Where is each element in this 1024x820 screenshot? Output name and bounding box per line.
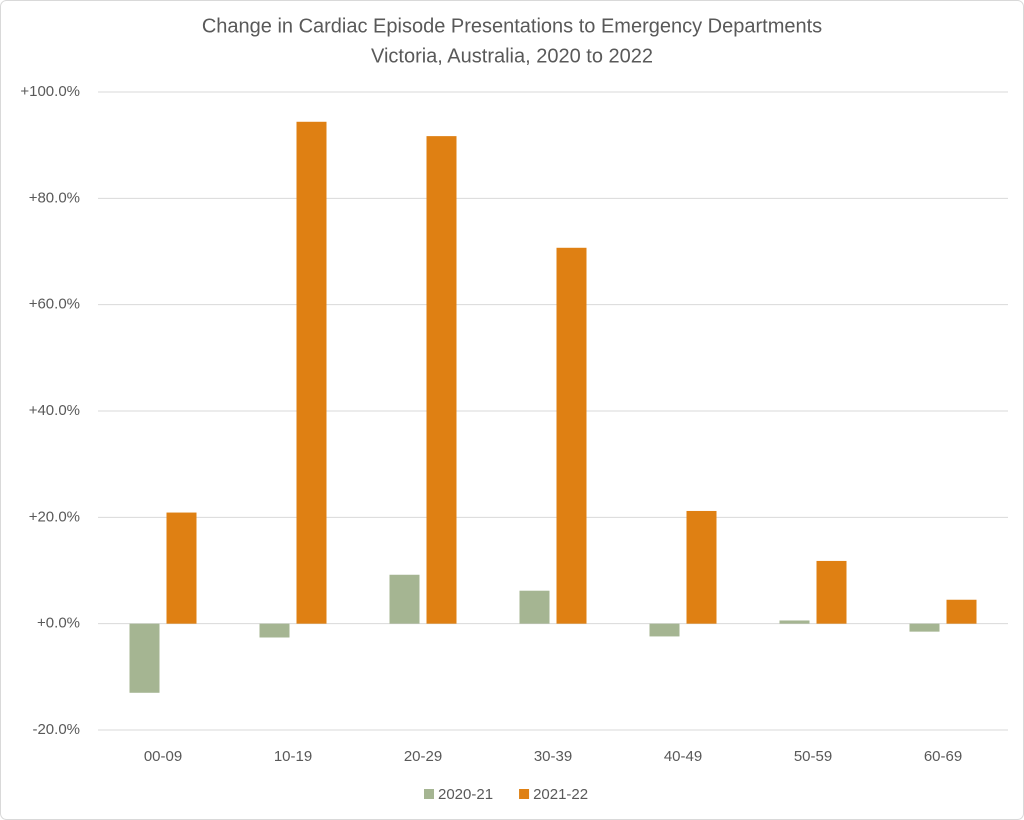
x-tick-label: 30-39 xyxy=(534,748,572,765)
bar xyxy=(389,574,420,624)
y-tick-label: +60.0% xyxy=(29,296,80,313)
y-tick-label: +0.0% xyxy=(37,615,80,632)
chart-title: Change in Cardiac Episode Presentations … xyxy=(202,15,822,37)
legend-swatch xyxy=(424,789,434,799)
bar xyxy=(816,560,847,624)
bar xyxy=(946,599,977,624)
y-tick-label: +100.0% xyxy=(20,83,80,100)
bar xyxy=(426,136,457,624)
bar xyxy=(649,623,680,637)
bar xyxy=(296,121,327,624)
bar xyxy=(556,247,587,624)
x-tick-label: 10-19 xyxy=(274,748,312,765)
bar xyxy=(129,623,160,693)
y-tick-label: -20.0% xyxy=(32,721,80,738)
x-tick-label: 00-09 xyxy=(144,748,182,765)
bar xyxy=(166,512,197,624)
bar xyxy=(779,620,810,624)
y-tick-label: +20.0% xyxy=(29,508,80,525)
x-tick-label: 40-49 xyxy=(664,748,702,765)
bar xyxy=(686,510,717,624)
y-tick-label: +80.0% xyxy=(29,189,80,206)
y-tick-label: +40.0% xyxy=(29,402,80,419)
bar xyxy=(909,623,940,632)
x-tick-label: 20-29 xyxy=(404,748,442,765)
x-tick-label: 50-59 xyxy=(794,748,832,765)
chart-subtitle: Victoria, Australia, 2020 to 2022 xyxy=(371,45,653,67)
x-tick-label: 60-69 xyxy=(924,748,962,765)
legend-label: 2020-21 xyxy=(438,786,493,803)
legend-swatch xyxy=(519,789,530,799)
bar xyxy=(519,590,550,624)
legend-label: 2021-22 xyxy=(533,786,588,803)
bar xyxy=(259,623,290,638)
